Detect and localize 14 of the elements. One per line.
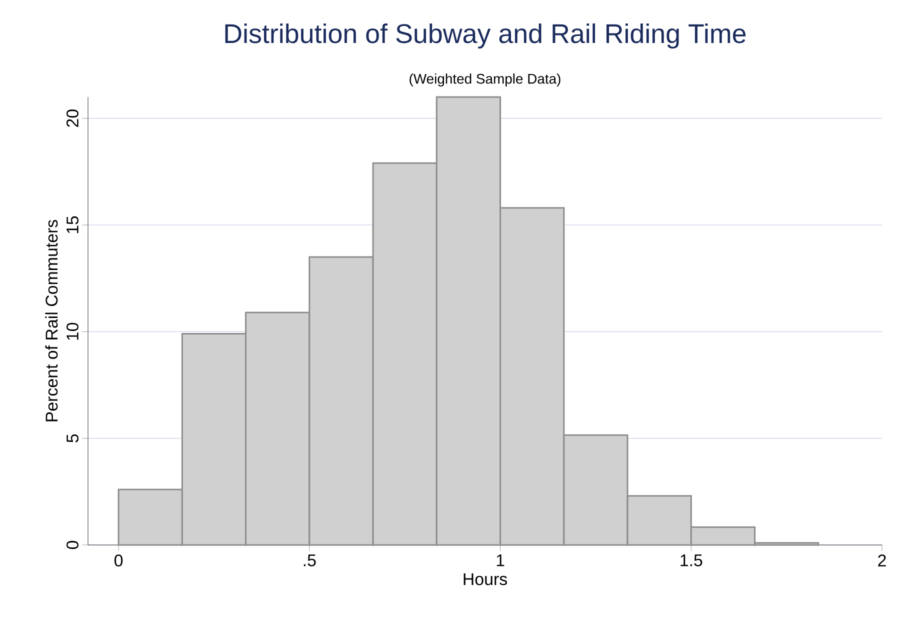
y-tick-label: 0 [66, 540, 78, 550]
x-tick-label: 1 [496, 554, 504, 566]
y-axis-title: Percent of Rail Commuters [45, 220, 58, 422]
y-tick-label: 15 [66, 216, 78, 234]
y-tick-label: 20 [66, 110, 78, 127]
chart-title: Distribution of Subway and Rail Riding Time [225, 23, 746, 49]
x-axis-title: Hours [464, 573, 507, 586]
y-tick-label: 10 [66, 322, 78, 340]
x-tick-label: 0 [114, 554, 123, 567]
chart-subtitle: (Weighted Sample Data) [410, 73, 560, 86]
x-tick-label: 1.5 [680, 554, 702, 566]
x-tick-label: 2 [878, 554, 886, 566]
y-tick-label: 5 [66, 434, 78, 442]
x-tick-label: .5 [304, 554, 316, 566]
